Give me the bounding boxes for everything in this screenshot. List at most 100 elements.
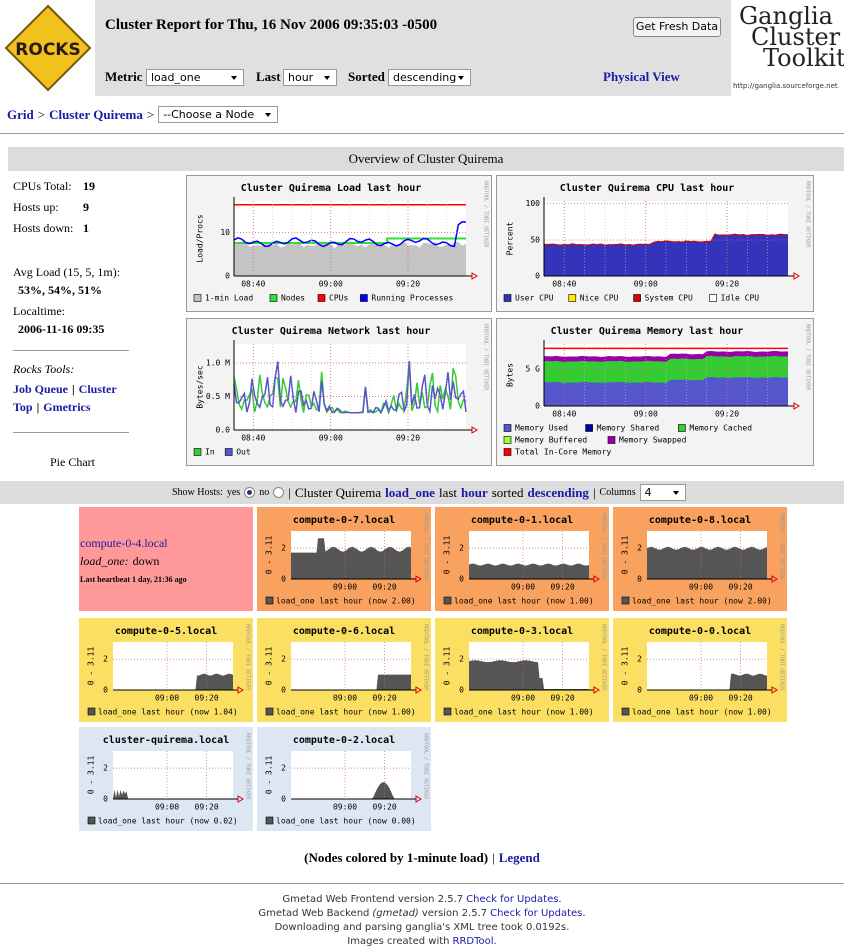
- legend-label: load_one last hour (now 1.00): [454, 597, 594, 606]
- rocks-logo: ROCKS: [4, 4, 92, 92]
- hosts-band: [0, 481, 844, 504]
- tool-link[interactable]: Cluster Top: [13, 382, 117, 414]
- tool-link[interactable]: Job Queue: [13, 382, 69, 396]
- radio-button[interactable]: [273, 487, 285, 498]
- order-name: descending: [527, 484, 589, 500]
- metric-label: Metric: [105, 69, 143, 84]
- legend-label: System CPU: [645, 294, 693, 303]
- x-tick-label: 09:00: [634, 280, 658, 289]
- tool-link[interactable]: Gmetrics: [43, 400, 91, 414]
- stat-value: 9: [83, 200, 89, 214]
- legend-label: load_one last hour (now 1.04): [98, 708, 238, 717]
- legend-label: 1-min Load: [205, 294, 253, 303]
- fresh-data-button[interactable]: Get Fresh Data: [633, 17, 721, 37]
- axis-arrow: [471, 426, 478, 434]
- select-arrow: [324, 76, 330, 80]
- grid-link[interactable]: Grid: [7, 106, 34, 122]
- cluster-link[interactable]: Cluster Quirema: [49, 106, 143, 122]
- tools-separator: |: [72, 382, 75, 396]
- x-tick-label: 09:00: [333, 803, 357, 812]
- graph-side-text: RRDTOOL / TOBI OETIKER: [423, 624, 429, 691]
- x-tick-label: 09:20: [551, 694, 575, 703]
- graph-side-text: RRDTOOL / TOBI OETIKER: [245, 733, 251, 800]
- y-range-label: 0 - 3.11: [265, 756, 274, 795]
- x-tick-label: 08:40: [241, 434, 265, 443]
- axis-arrow: [415, 575, 422, 583]
- select[interactable]: hour: [283, 69, 337, 86]
- divider: [13, 432, 129, 433]
- legend-label: load_one last hour (now 1.00): [632, 708, 772, 717]
- select[interactable]: 4: [639, 484, 686, 501]
- y-tick-label: 0: [281, 795, 286, 804]
- axis-arrow: [793, 272, 800, 280]
- host-name: compute-0-0.local: [649, 626, 751, 637]
- select[interactable]: --Choose a Node: [158, 106, 279, 123]
- legend-label: In: [205, 448, 215, 457]
- footer-text: Downloading and parsing ganglia's XML tr…: [274, 922, 570, 933]
- logo-text: ROCKS: [15, 40, 80, 60]
- divider: [13, 350, 129, 351]
- y-range-label: 0 - 3.11: [621, 536, 630, 575]
- avg-load-label: Avg Load (15, 5, 1m):: [13, 265, 121, 279]
- y-tick-label: 0: [535, 272, 540, 281]
- show-hosts-label: Show Hosts:: [172, 487, 223, 498]
- divider: [0, 883, 844, 884]
- select[interactable]: descending: [388, 69, 471, 86]
- legend-label: Idle CPU: [721, 294, 760, 303]
- legend-swatch: [317, 294, 326, 302]
- y-tick-label: 2: [459, 655, 464, 664]
- y-range-label: 0 - 3.11: [87, 647, 96, 686]
- x-tick-label: 09:00: [511, 583, 535, 592]
- last-label: Last: [256, 69, 281, 84]
- physical-view-link[interactable]: Physical View: [603, 69, 680, 84]
- footer-link[interactable]: Check for Updates.: [466, 894, 562, 905]
- legend-swatch: [87, 816, 96, 825]
- x-tick-label: 09:00: [333, 583, 357, 592]
- select-arrow: [458, 76, 464, 80]
- axis-arrow: [471, 272, 478, 280]
- dead-host-name[interactable]: compute-0-4.local: [80, 536, 168, 550]
- graph-title: Cluster Quirema Memory last hour: [551, 325, 744, 337]
- dead-host-metric: load_one:: [80, 554, 129, 568]
- host-graph: compute-0-8.local 2 0 09:00 09:20 0 - 3.11 loa…: [613, 507, 787, 611]
- hosts-bar: Show Hosts: yes no | Cluster Quirema load_one…: [172, 484, 686, 501]
- footer-link[interactable]: Check for Updates.: [490, 908, 586, 919]
- legend-link[interactable]: Legend: [498, 850, 540, 865]
- host-graph: compute-0-2.local 2 0 09:00 09:20 0 - 3.11 loa…: [257, 727, 431, 831]
- host-name: compute-0-6.local: [293, 626, 395, 637]
- select[interactable]: load_one: [146, 69, 244, 86]
- x-tick-label: 09:20: [373, 694, 397, 703]
- legend-swatch: [224, 448, 233, 456]
- x-tick-label: 09:00: [319, 434, 343, 443]
- graph-title: Cluster Quirema CPU last hour: [560, 182, 735, 194]
- x-tick-label: 08:40: [552, 410, 576, 419]
- legend-swatch: [87, 707, 96, 716]
- legend-swatch: [265, 596, 274, 605]
- y-tick-label: 1.0 M: [206, 358, 230, 367]
- legend-label: User CPU: [515, 294, 554, 303]
- x-tick-label: 09:00: [634, 410, 658, 419]
- graph-side-text: RRDTOOL / TOBI OETIKER: [245, 624, 251, 691]
- x-tick-label: 08:40: [552, 280, 576, 289]
- host-name: compute-0-5.local: [115, 626, 217, 637]
- legend-label: load_one last hour (now 1.00): [454, 708, 594, 717]
- select-arrow: [231, 76, 237, 80]
- y-range-label: 0 - 3.11: [265, 647, 274, 686]
- header-title: Cluster Report for Thu, 16 Nov 2006 09:3…: [105, 17, 438, 33]
- footer-link[interactable]: RRDTool.: [452, 936, 497, 947]
- y-range-label: 0 - 3.11: [87, 756, 96, 795]
- x-tick-label: 08:40: [241, 280, 265, 289]
- rrd-graph: Cluster Quirema CPU last hour 100 50 0 08:40…: [496, 175, 814, 312]
- stat-label: Hosts down:: [13, 221, 74, 235]
- radio-button[interactable]: [244, 487, 256, 498]
- load-area: [469, 563, 589, 579]
- legend-swatch: [503, 436, 512, 444]
- y-tick-label: 0: [637, 686, 642, 695]
- legend-label: load_one last hour (now 2.00): [276, 597, 416, 606]
- range-name: hour: [461, 484, 488, 500]
- graph-side-text: RRDTOOL / TOBI OETIKER: [483, 181, 489, 248]
- select-value: --Choose a Node: [163, 108, 255, 121]
- yes-label: yes: [226, 487, 241, 498]
- x-tick-label: 09:20: [715, 280, 739, 289]
- x-tick-label: 09:00: [155, 694, 179, 703]
